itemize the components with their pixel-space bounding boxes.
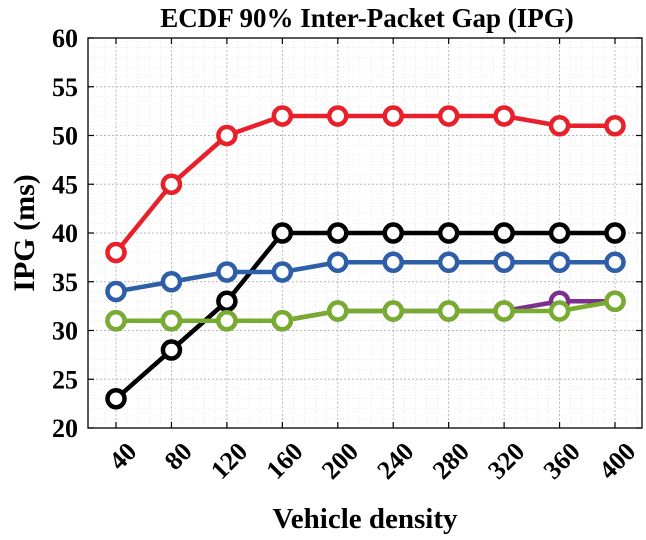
x-tick-label: 360 <box>538 437 586 485</box>
chart-title: ECDF 90% Inter-Packet Gap (IPG) <box>160 3 573 33</box>
y-tick-label: 55 <box>52 73 78 102</box>
data-point-red <box>548 115 571 137</box>
x-tick-label: 280 <box>427 437 475 485</box>
y-tick-label: 45 <box>52 170 78 199</box>
data-point-black <box>105 388 127 410</box>
series-line-green <box>116 299 616 323</box>
data-point-red <box>105 241 127 264</box>
data-point-green <box>548 300 571 322</box>
data-point-green <box>437 300 460 322</box>
x-tick-label: 40 <box>103 437 142 476</box>
data-point-blue <box>437 251 460 273</box>
y-axis-label: IPG (ms) <box>8 174 41 291</box>
data-point-green <box>604 290 626 312</box>
data-point-black <box>216 290 238 312</box>
data-point-red <box>493 105 515 127</box>
y-axis: 20 25 30 35 40 45 50 55 60 <box>52 24 642 443</box>
x-tick-label: 160 <box>261 437 309 485</box>
data-point-blue <box>216 261 238 283</box>
y-tick-label: 30 <box>52 317 78 346</box>
x-tick-label: 400 <box>593 437 641 485</box>
data-point-red <box>437 105 460 127</box>
x-tick-label: 240 <box>371 437 419 485</box>
x-tick-label: 120 <box>205 437 253 485</box>
y-tick-label: 40 <box>52 219 78 248</box>
series-line-black <box>114 230 615 401</box>
data-point-green <box>271 310 294 332</box>
series-blue <box>105 251 626 303</box>
y-tick-label: 20 <box>52 414 78 443</box>
x-tick-label: 200 <box>316 437 364 485</box>
data-point-black <box>548 222 571 244</box>
data-point-black <box>327 222 349 244</box>
data-point-blue <box>327 251 349 273</box>
series-red <box>105 105 626 264</box>
series-line-blue <box>115 260 615 294</box>
data-point-green <box>327 300 349 322</box>
data-point-blue <box>604 251 626 273</box>
data-point-black <box>160 339 183 361</box>
data-point-green <box>105 310 127 332</box>
data-point-blue <box>105 280 127 303</box>
data-point-red <box>382 105 404 127</box>
x-tick-label: 320 <box>482 437 530 485</box>
data-point-red <box>604 115 626 137</box>
data-point-black <box>271 222 294 244</box>
data-point-blue <box>493 251 515 273</box>
data-point-black <box>493 222 515 244</box>
y-tick-label: 25 <box>52 365 78 394</box>
data-point-red <box>327 105 349 127</box>
data-point-blue <box>160 271 183 293</box>
series-black <box>105 222 626 410</box>
data-point-red <box>160 173 183 195</box>
series-layer <box>105 105 626 410</box>
data-point-black <box>437 222 460 244</box>
data-point-red <box>271 105 294 127</box>
data-point-red <box>216 124 238 147</box>
data-point-green <box>160 310 183 332</box>
data-point-black <box>382 222 404 244</box>
data-point-green <box>493 300 515 322</box>
y-tick-label: 60 <box>52 24 78 53</box>
data-point-blue <box>382 251 404 273</box>
series-line-red <box>114 113 615 254</box>
y-tick-label: 35 <box>52 268 78 297</box>
data-point-green <box>382 300 404 322</box>
data-point-black <box>604 222 626 244</box>
data-point-blue <box>548 251 571 273</box>
x-axis-label: Vehicle density <box>272 503 458 535</box>
x-tick-label: 80 <box>159 437 198 476</box>
series-green <box>105 290 626 332</box>
data-point-blue <box>271 261 294 283</box>
y-tick-label: 50 <box>52 122 78 151</box>
data-point-green <box>216 310 238 332</box>
